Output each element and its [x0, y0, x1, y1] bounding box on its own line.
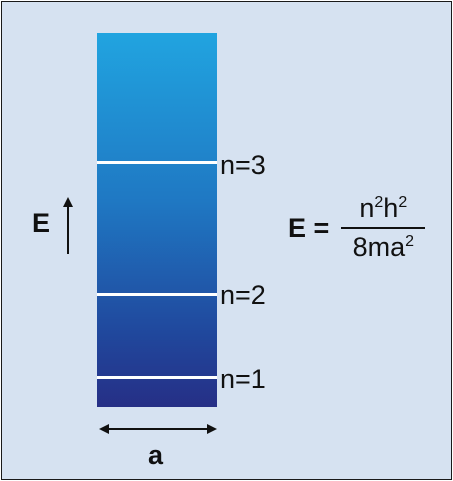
level-label-n3: n=3 — [220, 150, 266, 180]
fraction-bar — [341, 227, 426, 229]
level-label-n1: n=1 — [220, 364, 266, 394]
level-line-n1 — [97, 376, 217, 379]
energy-formula: E = n2h2 8ma2 — [288, 193, 426, 263]
formula-fraction: n2h2 8ma2 — [341, 193, 426, 263]
up-arrow-icon — [63, 197, 73, 254]
potential-well — [97, 33, 217, 407]
formula-numerator: n2h2 — [357, 193, 409, 224]
numerator-n-exponent: 2 — [374, 194, 384, 211]
double-arrow-icon — [99, 424, 217, 434]
denominator-a-exponent: 2 — [405, 233, 414, 250]
numerator-n: n — [359, 193, 375, 223]
energy-axis-label: E — [32, 208, 51, 238]
level-label-n2: n=2 — [220, 280, 266, 310]
numerator-h-exponent: 2 — [398, 194, 408, 211]
width-label: a — [148, 440, 164, 470]
level-line-n2 — [97, 293, 217, 296]
denominator-prefix: 8ma — [352, 232, 406, 262]
level-line-n3 — [97, 161, 217, 164]
formula-lhs: E = — [288, 212, 330, 243]
numerator-h: h — [383, 193, 399, 223]
formula-denominator: 8ma2 — [351, 232, 416, 263]
